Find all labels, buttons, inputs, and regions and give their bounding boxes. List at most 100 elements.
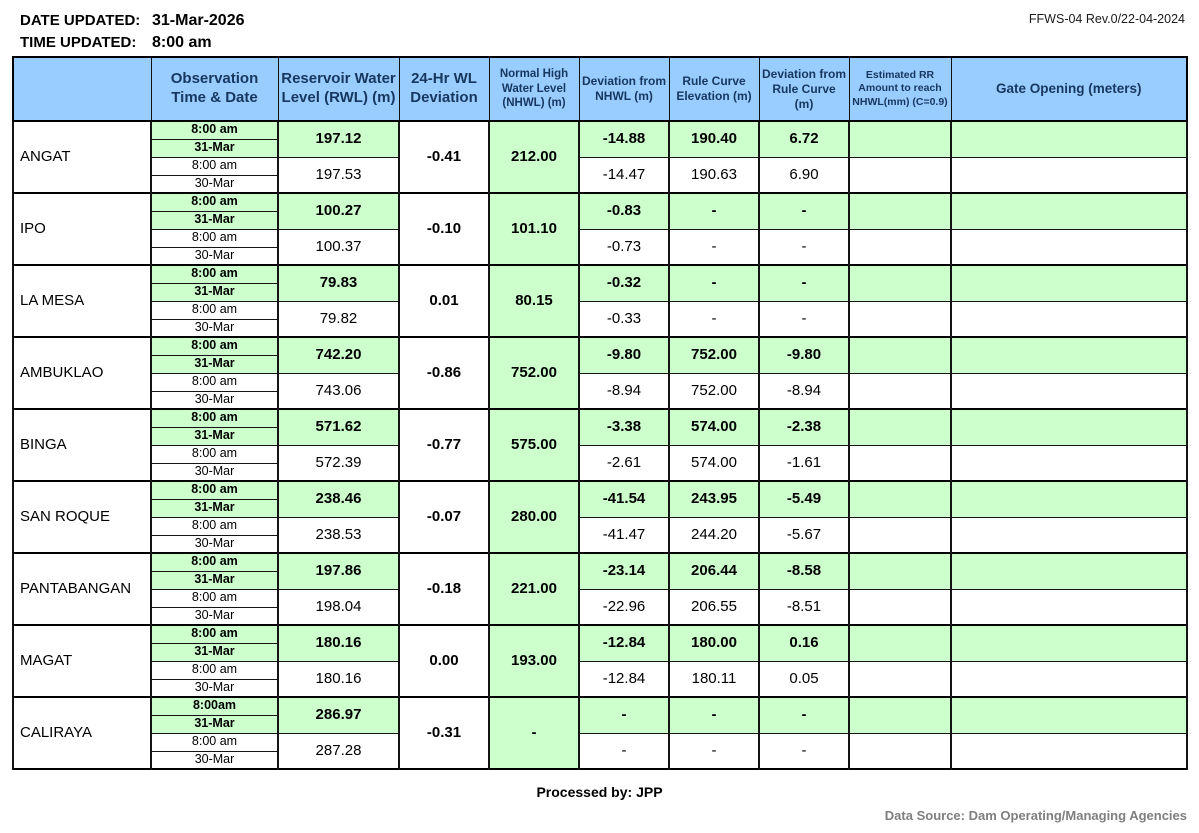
gate-opening-current-cell (950, 192, 1188, 230)
dev-from-rule-curve-previous-cell: -8.51 (758, 588, 850, 626)
obs-date-previous-cell: 30-Mar (150, 534, 279, 554)
obs-time-current-cell: 8:00 am (150, 192, 279, 212)
nhwl-cell: 575.00 (488, 408, 580, 482)
rwl-current-cell: 286.97 (277, 696, 400, 734)
dev-from-nhwl-previous-cell: -14.47 (578, 156, 670, 194)
dev-from-rule-curve-previous-cell: -1.61 (758, 444, 850, 482)
est-rr-current-cell (848, 408, 952, 446)
dev-from-rule-curve-current-cell: -8.58 (758, 552, 850, 590)
dam-sub-row: 31-Mar (13, 354, 1187, 374)
dam-sub-row: 30-Mar (13, 174, 1187, 194)
col-header-dam (12, 56, 152, 122)
est-rr-current-cell (848, 264, 952, 302)
rule-curve-current-cell: - (668, 192, 760, 230)
dam-sub-row: 31-Mar (13, 138, 1187, 158)
rwl-previous-cell: 238.53 (277, 516, 400, 554)
obs-time-current-cell: 8:00 am (150, 624, 279, 644)
obs-time-previous-cell: 8:00 am (150, 444, 279, 464)
rwl-previous-cell: 743.06 (277, 372, 400, 410)
rwl-current-cell: 571.62 (277, 408, 400, 446)
dev-from-nhwl-current-cell: -3.38 (578, 408, 670, 446)
dev-from-nhwl-current-cell: - (578, 696, 670, 734)
dam-sub-row: 30-Mar (13, 750, 1187, 770)
dam-sub-row: 8:00 am 287.28- - - (13, 732, 1188, 770)
dev-from-nhwl-previous-cell: -41.47 (578, 516, 670, 554)
gate-opening-previous-cell (950, 228, 1188, 266)
dev-from-rule-curve-current-cell: - (758, 696, 850, 734)
dev-from-nhwl-current-cell: -41.54 (578, 480, 670, 518)
est-rr-previous-cell (848, 660, 952, 698)
wl-deviation-24hr-cell: -0.31 (398, 696, 490, 770)
dev-from-rule-curve-previous-cell: - (758, 228, 850, 266)
col-header-rule-curve-elevation: Rule Curve Elevation (m) (668, 56, 760, 122)
gate-opening-current-cell (950, 480, 1188, 518)
rule-curve-current-cell: - (668, 696, 760, 734)
obs-date-current-cell: 31-Mar (150, 714, 279, 734)
dam-sub-row: 8:00 am 743.06 -8.94 752.00 -8.94 (13, 372, 1188, 410)
rule-curve-previous-cell: 244.20 (668, 516, 760, 554)
rule-curve-current-cell: 206.44 (668, 552, 760, 590)
rwl-previous-cell: 198.04 (277, 588, 400, 626)
rule-curve-current-cell: 752.00 (668, 336, 760, 374)
dev-from-nhwl-current-cell: -0.83 (578, 192, 670, 230)
rwl-current-cell: 197.86 (277, 552, 400, 590)
date-updated-value: 31-Mar-2026 (152, 12, 245, 29)
dev-from-rule-curve-previous-cell: - (758, 300, 850, 338)
obs-date-previous-cell: 30-Mar (150, 390, 279, 410)
dev-from-rule-curve-current-cell: 0.16 (758, 624, 850, 662)
est-rr-current-cell (848, 624, 952, 662)
dev-from-nhwl-previous-cell: - (578, 732, 670, 770)
rwl-current-cell: 197.12 (277, 120, 400, 158)
dev-from-nhwl-previous-cell: -22.96 (578, 588, 670, 626)
rwl-previous-cell: 79.82 (277, 300, 400, 338)
obs-time-previous-cell: 8:00 am (150, 156, 279, 176)
rule-curve-current-cell: 180.00 (668, 624, 760, 662)
obs-time-current-cell: 8:00 am (150, 480, 279, 500)
obs-date-current-cell: 31-Mar (150, 138, 279, 158)
col-header-observation-time-date: Observation Time & Date (150, 56, 279, 122)
obs-date-previous-cell: 30-Mar (150, 462, 279, 482)
wl-deviation-24hr-cell: -0.18 (398, 552, 490, 626)
est-rr-current-cell (848, 552, 952, 590)
obs-time-current-cell: 8:00 am (150, 408, 279, 428)
processed-by: Processed by: JPP (536, 784, 663, 800)
rule-curve-previous-cell: 180.11 (668, 660, 760, 698)
dev-from-rule-curve-current-cell: -5.49 (758, 480, 850, 518)
table-header-row: Observation Time & Date Reservoir Water L… (12, 56, 1188, 122)
dam-name-cell: MAGAT (12, 624, 152, 698)
obs-time-previous-cell: 8:00 am (150, 588, 279, 608)
dam-row-group: CALIRAYA 8:00am 286.97 -0.31- - - - (12, 696, 1188, 770)
est-rr-current-cell (848, 192, 952, 230)
time-updated-label: TIME UPDATED: (20, 34, 137, 51)
wl-deviation-24hr-cell: -0.10 (398, 192, 490, 266)
dam-row-group: AMBUKLAO 8:00 am 742.20 -0.86 752.00 -9.80 752… (12, 336, 1188, 410)
gate-opening-current-cell (950, 264, 1188, 302)
dam-sub-row: 31-Mar (13, 642, 1187, 662)
dam-name-cell: IPO (12, 192, 152, 266)
dam-sub-row: 8:00 am 572.39 -2.61 574.00 -1.61 (13, 444, 1188, 482)
top-header: DATE UPDATED: 31-Mar-2026 TIME UPDATED: … (0, 0, 1199, 56)
dev-from-nhwl-previous-cell: -0.33 (578, 300, 670, 338)
rule-curve-previous-cell: 752.00 (668, 372, 760, 410)
obs-date-current-cell: 31-Mar (150, 426, 279, 446)
rule-curve-previous-cell: - (668, 300, 760, 338)
est-rr-current-cell (848, 480, 952, 518)
dam-sub-row: 8:00 am 180.16 -12.84 180.11 0.05 (13, 660, 1188, 698)
dam-sub-row: 8:00 am 238.53 -41.47 244.20 -5.67 (13, 516, 1188, 554)
gate-opening-current-cell (950, 120, 1188, 158)
obs-time-current-cell: 8:00 am (150, 336, 279, 356)
date-updated-label: DATE UPDATED: (20, 12, 141, 29)
nhwl-cell: 80.15 (488, 264, 580, 338)
est-rr-previous-cell (848, 228, 952, 266)
obs-time-previous-cell: 8:00 am (150, 228, 279, 248)
dev-from-rule-curve-previous-cell: -8.94 (758, 372, 850, 410)
dev-from-rule-curve-current-cell: -9.80 (758, 336, 850, 374)
obs-date-current-cell: 31-Mar (150, 354, 279, 374)
dev-from-nhwl-previous-cell: -8.94 (578, 372, 670, 410)
rwl-previous-cell: 287.28 (277, 732, 400, 770)
rwl-current-cell: 79.83 (277, 264, 400, 302)
est-rr-previous-cell (848, 516, 952, 554)
dev-from-rule-curve-previous-cell: 6.90 (758, 156, 850, 194)
rule-curve-current-cell: - (668, 264, 760, 302)
dam-row-group: BINGA 8:00 am 571.62 -0.77 575.00 -3.38 574.00… (12, 408, 1188, 482)
